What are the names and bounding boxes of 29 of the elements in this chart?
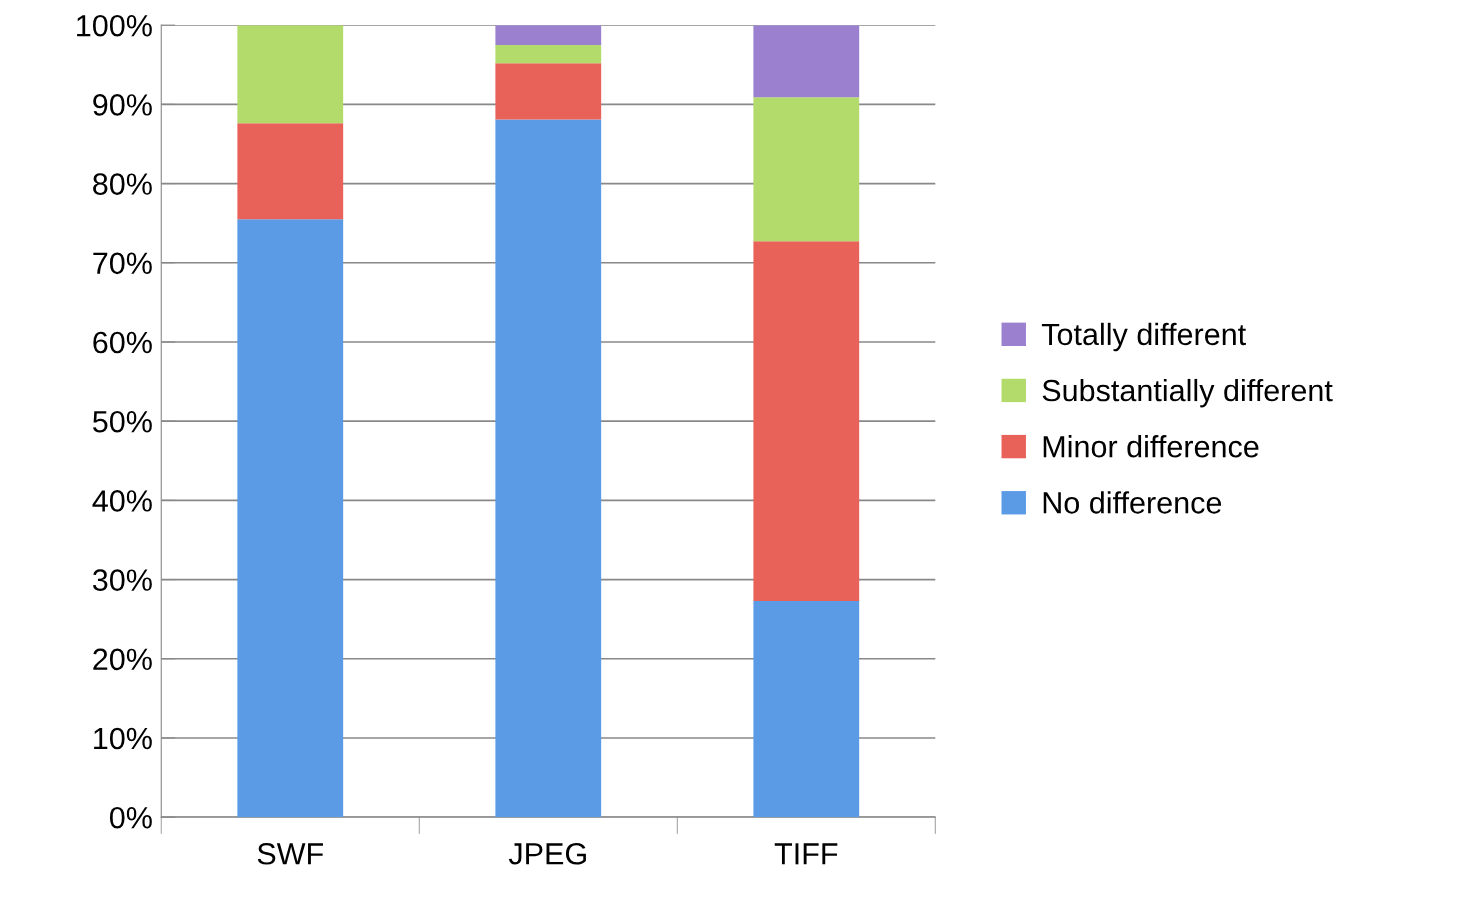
y-tick-label: 60% <box>93 331 152 354</box>
bar <box>237 219 344 818</box>
y-tick-label: 90% <box>93 94 152 116</box>
y-tick-label: 0% <box>109 806 152 829</box>
bar <box>753 241 860 601</box>
bar <box>753 97 860 242</box>
y-tick-label: 10% <box>94 727 152 750</box>
legend-label: Minor difference <box>1043 435 1259 458</box>
bar <box>495 25 602 45</box>
legend-label: Substantially different <box>1042 378 1333 408</box>
y-tick-label: 80% <box>93 173 152 195</box>
bar <box>495 119 602 818</box>
bar <box>237 25 344 124</box>
y-tick-label: 30% <box>92 569 152 591</box>
x-tick-label: JPEG <box>508 842 586 865</box>
bar <box>753 25 860 98</box>
y-tick-label: 20% <box>93 648 152 671</box>
x-tick-label: SWF <box>257 842 323 865</box>
bar <box>495 63 602 120</box>
bar <box>237 123 344 220</box>
x-tick-label: TIFF <box>774 843 838 865</box>
y-tick-label: 100% <box>77 14 152 37</box>
legend-label: Totally different <box>1041 322 1246 352</box>
legend-label: No difference <box>1043 491 1222 514</box>
bar <box>495 44 602 64</box>
bar <box>753 600 860 818</box>
y-tick-label: 50% <box>92 410 152 433</box>
y-tick-label: 70% <box>93 252 152 275</box>
y-tick-label: 40% <box>92 490 152 512</box>
